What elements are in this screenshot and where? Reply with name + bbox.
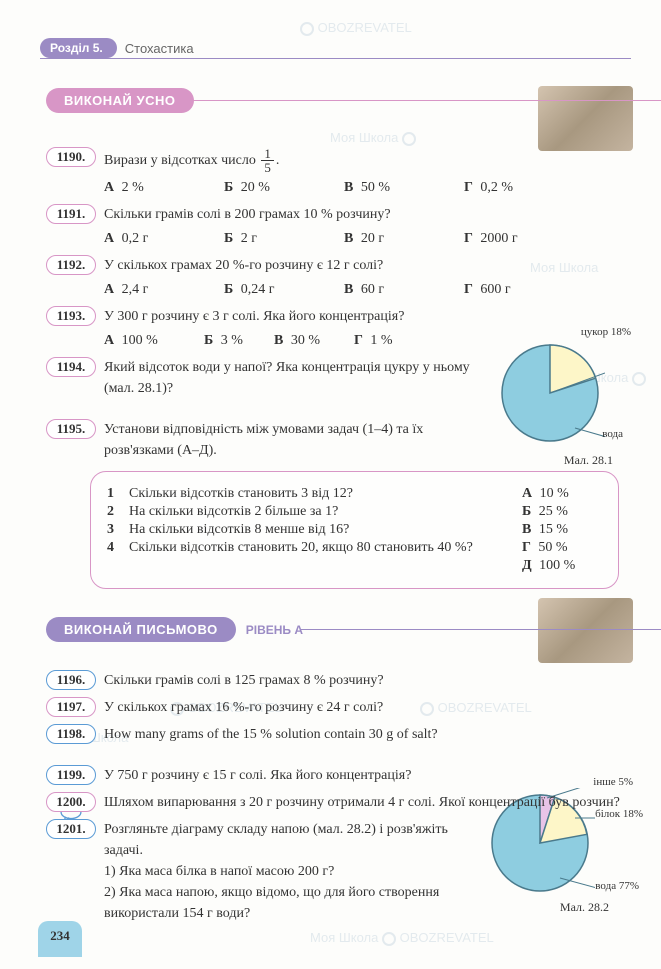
problem-1200: 1200. Шляхом випарювання з 20 г розчину … — [46, 792, 631, 813]
problem-text: Вирази у відсотках число 15. — [104, 153, 279, 168]
problem-sub2: 2) Яка маса напою, якщо відомо, що для й… — [104, 882, 461, 924]
problem-1194: 1194. Який відсоток води у напої? Яка ко… — [46, 357, 471, 399]
problem-number: 1191. — [46, 204, 96, 224]
problem-number: 1201. — [46, 819, 96, 839]
problem-1199: 1199. У 750 г розчину є 15 г солі. Яка й… — [46, 765, 631, 786]
problem-text: Установи відповідність між умовами задач… — [104, 419, 471, 461]
pie2-caption: Мал. 28.2 — [560, 900, 609, 915]
pie1-caption: Мал. 28.1 — [564, 453, 613, 468]
divider — [40, 58, 631, 59]
problem-1192: 1192. У скількох грамах 20 %-го розчину … — [46, 255, 631, 300]
options-row: А 2 % Б 20 % В 50 % Г 0,2 % — [104, 177, 631, 198]
problem-number: 1197. — [46, 697, 96, 717]
problem-number: 1190. — [46, 147, 96, 167]
problem-text: Який відсоток води у напої? Яка концентр… — [104, 357, 471, 399]
problem-1191: 1191. Скільки грамів солі в 200 грамах 1… — [46, 204, 631, 249]
problem-number: 1193. — [46, 306, 96, 326]
problem-text: У 300 г розчину є 3 г солі. Яка його кон… — [104, 309, 404, 324]
problem-text: У 750 г розчину є 15 г солі. Яка його ко… — [104, 765, 631, 786]
section-oral-header: ВИКОНАЙ УСНО — [46, 88, 661, 113]
problem-text: У скількох грамах 16 %-го розчину є 24 г… — [104, 697, 631, 718]
problem-number: 1194. — [46, 357, 96, 377]
pie1-label-water: вода — [602, 428, 623, 440]
problem-number: 1192. — [46, 255, 96, 275]
problem-1197: 1197. У скількох грамах 16 %-го розчину … — [46, 697, 631, 718]
problem-text: Скільки грамів солі в 125 грамах 8 % роз… — [104, 670, 631, 691]
problem-1196: 1196. Скільки грамів солі в 125 грамах 8… — [46, 670, 631, 691]
problem-1195: 1195. Установи відповідність між умовами… — [46, 419, 471, 461]
problem-number: 1198. — [46, 724, 96, 744]
options-row: А 100 % Б 3 % В 30 % Г 1 % — [104, 330, 631, 351]
options-row: А 2,4 г Б 0,24 г В 60 г Г 600 г — [104, 279, 631, 300]
problem-1193: 1193. У 300 г розчину є 3 г солі. Яка йо… — [46, 306, 631, 351]
page-number: 234 — [38, 921, 82, 957]
section-written-header: ВИКОНАЙ ПИСЬМОВО РІВЕНЬ А — [46, 617, 661, 642]
problem-number: 1195. — [46, 419, 96, 439]
problem-1198: 1198. How many grams of the 15 % solutio… — [46, 724, 631, 745]
match-box: 1Скільки відсотків становить 3 від 12?А … — [90, 471, 619, 589]
problem-1201: 1201. Розгляньте діаграму складу напою (… — [46, 819, 461, 924]
pie2-label-water: вода 77% — [595, 880, 639, 892]
section-level: РІВЕНЬ А — [246, 623, 303, 637]
problem-text: Шляхом випарювання з 20 г розчину отрима… — [104, 792, 631, 813]
options-row: А 0,2 г Б 2 г В 20 г Г 2000 г — [104, 228, 631, 249]
problem-text: How many grams of the 15 % solution cont… — [104, 724, 631, 745]
chapter-title: Стохастика — [125, 41, 194, 56]
pie-chart-1 — [495, 338, 605, 448]
problem-text: У скількох грамах 20 %-го розчину є 12 г… — [104, 258, 383, 273]
problem-text: Розгляньте діаграму складу напою (мал. 2… — [104, 819, 461, 861]
problem-text: Скільки грамів солі в 200 грамах 10 % ро… — [104, 207, 391, 222]
problem-number: 1196. — [46, 670, 96, 690]
chapter-badge: Розділ 5. — [40, 38, 117, 58]
problem-1190: 1190. Вирази у відсотках число 15. А 2 %… — [46, 147, 631, 198]
section-oral-title: ВИКОНАЙ УСНО — [46, 88, 194, 113]
problem-sub1: 1) Яка маса білка в напої масою 200 г? — [104, 861, 461, 882]
problem-number: 1199. — [46, 765, 96, 785]
watermark: Моя Школа OBOZREVATEL — [310, 930, 494, 946]
chapter-header: Розділ 5. Стохастика — [40, 38, 194, 58]
watermark: OBOZREVATEL — [300, 20, 412, 36]
section-written-title: ВИКОНАЙ ПИСЬМОВО — [46, 617, 236, 642]
problem-number: 1200. — [46, 792, 96, 812]
